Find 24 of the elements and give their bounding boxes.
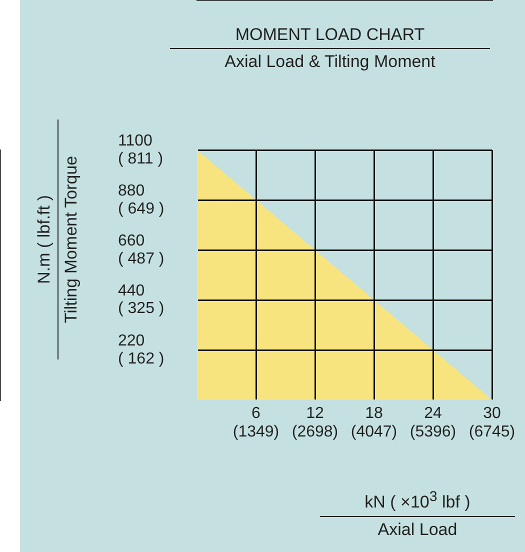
x2-tick-label: (4047) xyxy=(350,423,398,440)
y2-tick-label: ( 487 ) xyxy=(118,250,164,268)
y-axis-title: N.m ( lbf.ft ) Tilting Moment Torque xyxy=(34,154,82,326)
y-tick-label: 660 xyxy=(118,232,145,250)
x-tick-label: 30 xyxy=(483,405,501,422)
chart-subtitle: Axial Load & Tilting Moment xyxy=(224,51,436,73)
y2-tick-label: ( 649 ) xyxy=(118,200,164,218)
x2-tick-label: (5396) xyxy=(410,423,456,440)
y-tick-label: 1100 xyxy=(118,132,153,150)
x-tick-label: 6 xyxy=(252,405,261,422)
x-tick-label: 18 xyxy=(365,405,383,422)
y-tick-label: 440 xyxy=(118,282,145,300)
x2-tick-label: (1349) xyxy=(232,423,280,440)
x2-tick-label: (6745) xyxy=(468,423,516,440)
x-tick-label: 12 xyxy=(306,405,324,422)
y2-tick-label: ( 811 ) xyxy=(118,150,164,168)
y2-tick-label: ( 162 ) xyxy=(118,350,164,368)
y2-tick-label: ( 325 ) xyxy=(118,300,164,318)
x-tick-label: 24 xyxy=(424,405,442,422)
x2-tick-label: (2698) xyxy=(292,423,338,440)
y-tick-label: 880 xyxy=(118,182,145,200)
chart-title: MOMENT LOAD CHART xyxy=(170,24,490,49)
x-axis-title: kN ( ×10$^{3}$ lbf ) Axial Load xyxy=(364,488,472,541)
y-tick-label: 220 xyxy=(118,332,145,350)
